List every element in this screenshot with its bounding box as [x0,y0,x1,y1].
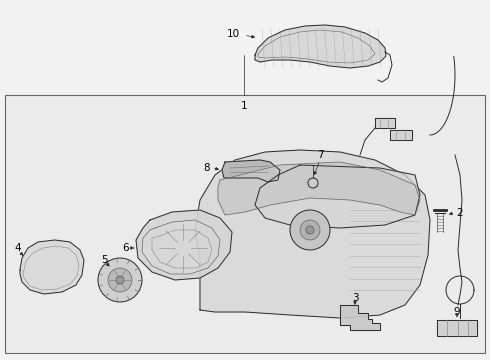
Circle shape [116,276,124,284]
Text: 10: 10 [227,29,240,39]
Polygon shape [255,25,386,68]
Text: 6: 6 [122,243,129,253]
Polygon shape [136,210,232,280]
Polygon shape [437,320,477,336]
Polygon shape [218,162,420,215]
Circle shape [290,210,330,250]
Circle shape [98,258,142,302]
Circle shape [108,268,132,292]
Text: 9: 9 [454,307,460,317]
Bar [5,95,485,353]
Polygon shape [20,240,84,294]
Polygon shape [375,118,395,128]
Text: 7: 7 [317,150,323,160]
Circle shape [300,220,320,240]
Polygon shape [195,150,430,318]
Text: 3: 3 [352,293,358,303]
Text: 2: 2 [457,208,464,218]
Text: 8: 8 [204,163,210,173]
Circle shape [306,226,314,234]
Circle shape [308,178,318,188]
Text: 4: 4 [15,243,21,253]
Text: 5: 5 [100,255,107,265]
Polygon shape [255,165,420,228]
Polygon shape [390,130,412,140]
Polygon shape [340,305,380,330]
Polygon shape [222,160,280,182]
Text: 1: 1 [241,101,247,111]
